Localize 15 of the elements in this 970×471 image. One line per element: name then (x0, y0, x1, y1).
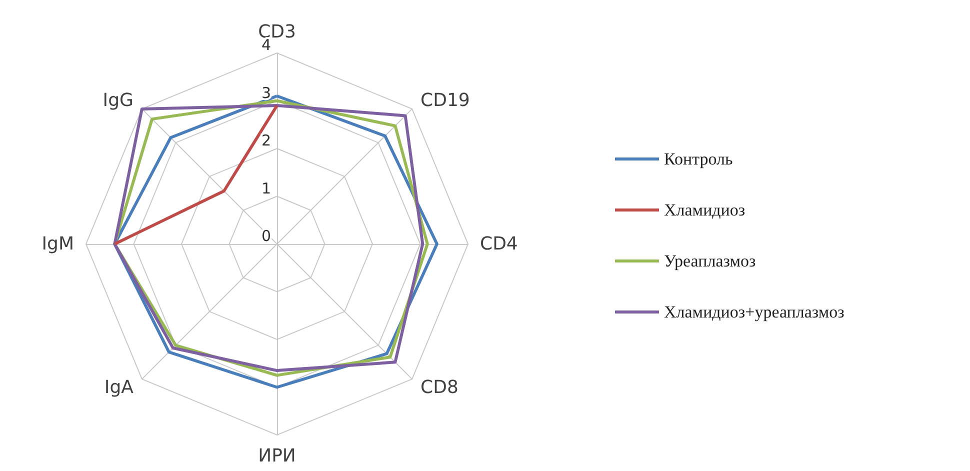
legend-label: Хламидиоз (664, 200, 746, 220)
spoke-label: IgM (42, 234, 74, 254)
spoke-label: CD19 (420, 90, 470, 111)
spoke-label: IgA (104, 377, 134, 398)
legend-label: Уреаплазмоз (664, 252, 756, 270)
y-tick-label: 1 (261, 179, 271, 198)
legend-label: Хламидиоз+уреаплазмоз (664, 302, 845, 322)
legend-label: Контроль (664, 150, 733, 168)
y-tick-label: 0 (261, 227, 271, 245)
y-tick-label: 3 (261, 84, 271, 102)
spoke-label: IgG (102, 90, 134, 111)
y-tick-label: 2 (261, 132, 271, 150)
spoke-label: CD4 (480, 234, 518, 254)
spoke-label: CD8 (420, 377, 458, 398)
spoke-label: ИРИ (258, 446, 296, 466)
